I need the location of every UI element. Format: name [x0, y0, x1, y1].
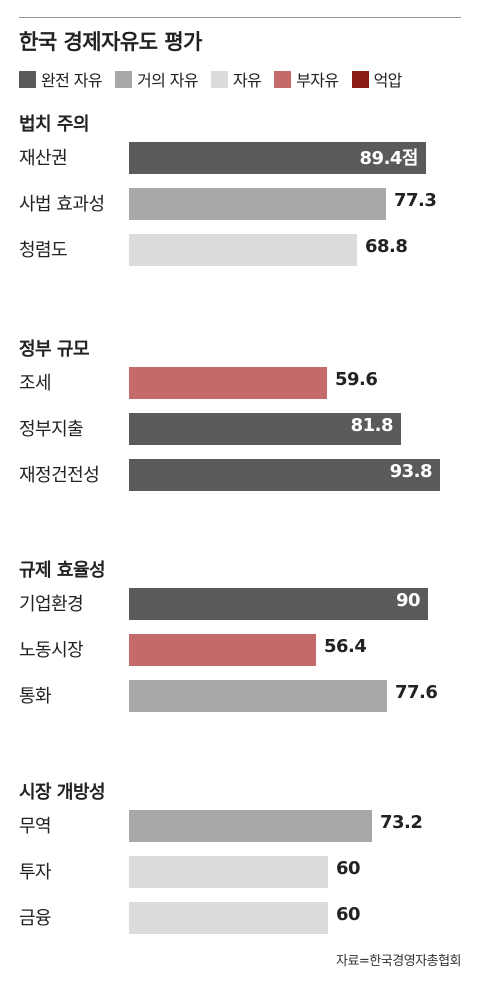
legend-label: 부자유: [296, 71, 339, 90]
bar-value-label: 90: [395, 590, 421, 611]
legend-item: 자유: [210, 67, 262, 91]
bar-row: 무역 73.2: [19, 804, 423, 850]
bar: [129, 413, 401, 445]
bar: [129, 856, 328, 888]
legend-label: 거의 자유: [136, 71, 199, 90]
bar-label: 재산권: [19, 148, 68, 169]
bar-row: 노동시장 56.4: [19, 628, 367, 674]
bar: [129, 459, 440, 491]
legend-swatch: [114, 70, 132, 88]
legend-item: 거의 자유: [114, 67, 199, 91]
bar-label: 노동시장: [19, 640, 84, 661]
bar-value-label: 56.4: [324, 636, 367, 657]
legend-label: 완전 자유: [41, 71, 103, 90]
bar: [129, 188, 386, 220]
bar-row: 청렴도 68.8: [19, 228, 408, 274]
bar-row: 기업환경 90: [19, 582, 428, 628]
bar: [129, 902, 328, 934]
legend-item: 부자유: [274, 67, 339, 91]
top-rule: [19, 17, 461, 18]
legend: 완전 자유 거의 자유 자유 부자유 억압: [19, 67, 402, 91]
bar-label: 정부지출: [19, 419, 84, 440]
bar-label: 청렴도: [19, 240, 68, 261]
bar: [129, 810, 372, 842]
legend-swatch: [19, 70, 36, 88]
bar: [129, 142, 426, 174]
bar-label: 통화: [19, 686, 52, 707]
bar-value-label: 81.8: [350, 415, 394, 436]
legend-item: 억압: [351, 67, 403, 91]
bar-label: 사법 효과성: [19, 194, 105, 215]
bar-value-label: 77.3: [394, 190, 437, 211]
bar-value-label: 60: [336, 904, 361, 925]
bar-value-label: 93.8: [389, 461, 433, 482]
group-title: 시장 개방성: [19, 782, 106, 803]
bar-value-label: 59.6: [335, 369, 378, 390]
bar-row: 금융 60: [19, 896, 361, 942]
bar-value-label: 77.6: [395, 682, 438, 703]
bar-label: 무역: [19, 816, 52, 837]
bar-label: 재정건전성: [19, 465, 100, 486]
bar-row: 사법 효과성 77.3: [19, 182, 437, 228]
legend-item: 완전 자유: [19, 67, 103, 91]
bar-label: 기업환경: [19, 594, 84, 615]
chart-title: 한국 경제자유도 평가: [19, 30, 203, 54]
legend-swatch: [210, 70, 228, 88]
bar: [129, 588, 428, 620]
bar-row: 투자 60: [19, 850, 361, 896]
legend-label: 억압: [373, 71, 403, 90]
bar-label: 조세: [19, 373, 52, 394]
bar-label: 금융: [19, 908, 52, 929]
legend-label: 자유: [232, 71, 262, 90]
bar: [129, 367, 327, 399]
bar-row: 재정건전성 93.8: [19, 453, 440, 499]
bar-label: 투자: [19, 862, 52, 883]
bar: [129, 234, 357, 266]
legend-swatch: [351, 70, 369, 88]
bar-row: 조세 59.6: [19, 361, 378, 407]
group-title: 규제 효율성: [19, 560, 106, 581]
group-title: 정부 규모: [19, 339, 90, 360]
bar-row: 재산권 89.4점: [19, 136, 426, 182]
bar-value-label: 73.2: [380, 812, 423, 833]
bar: [129, 634, 316, 666]
bar-row: 정부지출 81.8: [19, 407, 401, 453]
legend-swatch: [274, 70, 292, 88]
bar-value-label: 60: [336, 858, 361, 879]
bar-row: 통화 77.6: [19, 674, 438, 720]
source-note: 자료=한국경영자총협회: [336, 954, 462, 969]
group-title: 법치 주의: [19, 114, 90, 135]
bar: [129, 680, 387, 712]
bar-value-label: 89.4점: [359, 148, 419, 169]
bar-value-label: 68.8: [365, 236, 408, 257]
